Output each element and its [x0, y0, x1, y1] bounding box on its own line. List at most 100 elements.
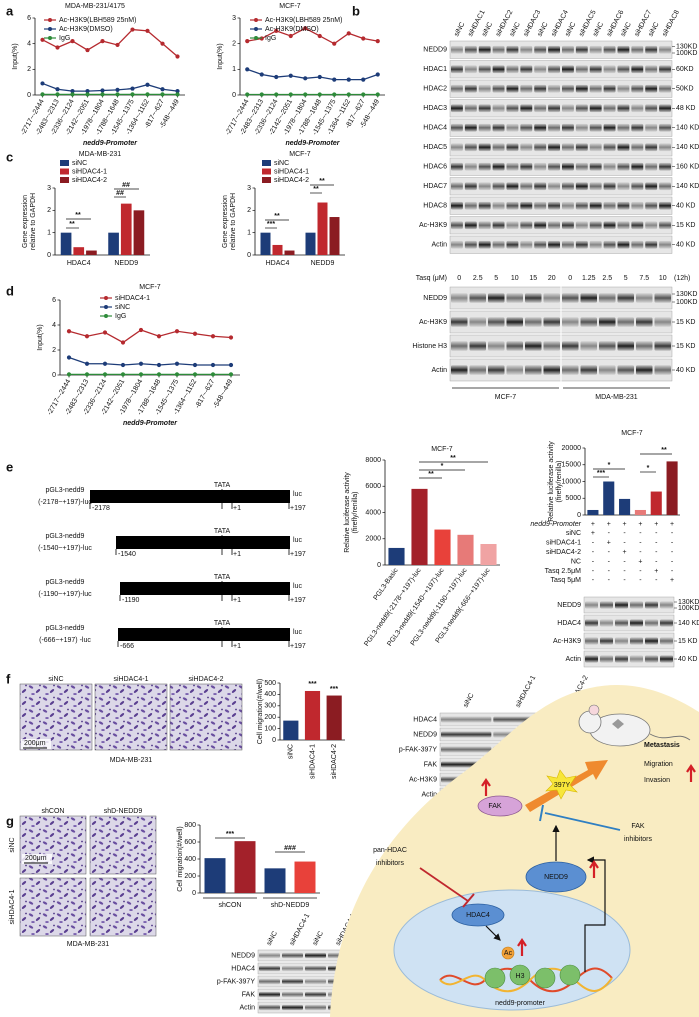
y-tick-label: 0 [247, 252, 251, 259]
blot-band [548, 45, 560, 54]
y-tick-label: 20000 [562, 445, 582, 452]
blot-band [548, 182, 560, 191]
blot-band [603, 162, 616, 171]
blot-band [631, 84, 644, 93]
data-point [156, 362, 162, 368]
bar [60, 232, 72, 255]
blot-band [478, 104, 491, 113]
condition-mark: - [592, 540, 595, 547]
blot-band [645, 84, 658, 93]
blot-band [562, 182, 574, 191]
blot-band [534, 240, 547, 249]
blot-band [520, 84, 533, 93]
size-marker: 130KD [676, 291, 697, 298]
blot-band [617, 143, 630, 152]
size-marker: 15 KD [676, 319, 695, 326]
blot-band [548, 221, 560, 230]
blot-band [506, 317, 523, 327]
bar [234, 841, 256, 893]
row-label: FAK [424, 761, 438, 768]
data-point [55, 92, 60, 97]
y-tick-label: 15000 [562, 462, 582, 469]
y-tick-label: 800 [184, 822, 196, 829]
legend-label: siHDAC4-2 [72, 177, 107, 184]
blot-band [585, 637, 598, 645]
blot-band [506, 123, 519, 132]
blot-band [585, 655, 598, 663]
blot-band [492, 65, 505, 74]
blot-band [506, 65, 519, 74]
blot-band [580, 317, 597, 327]
blot-band [506, 365, 523, 375]
fak-inhibition-bar [539, 804, 544, 822]
bar [73, 247, 85, 255]
y-tick-label: 3 [232, 15, 236, 22]
data-point [259, 72, 264, 77]
blot-band [589, 240, 602, 249]
blot-band [630, 619, 643, 627]
blot-band [562, 162, 574, 171]
blot-band [659, 45, 671, 54]
blot-band [520, 182, 533, 191]
blot-band [464, 104, 477, 113]
start-label: -666 [120, 643, 134, 650]
lane-label: 0 [568, 275, 572, 282]
x-tick-label: NEDD9 [311, 260, 335, 267]
bar [317, 202, 328, 255]
panel-label: b [352, 3, 360, 18]
row-label: HDAC5 [423, 144, 447, 151]
bar [260, 232, 271, 255]
y-axis-label: relative to GAPDH [30, 193, 37, 250]
blot-band [451, 45, 463, 54]
blot-band [488, 341, 505, 351]
blot-band [488, 293, 505, 303]
row-label: FAK [242, 991, 256, 998]
data-point [245, 92, 250, 97]
lane-label: siNC [481, 21, 494, 38]
luc-label: luc [293, 583, 302, 590]
data-point [156, 334, 162, 339]
data-point [120, 340, 126, 345]
blot-band [534, 84, 547, 93]
model-label: NEDD9 [544, 874, 568, 881]
blot-band [615, 619, 628, 627]
condition-mark: - [655, 530, 658, 537]
y-tick-label: 4 [52, 322, 56, 329]
blot-band [603, 240, 616, 249]
micrograph [89, 877, 157, 937]
condition-mark: - [623, 540, 626, 547]
blot-band [645, 65, 658, 74]
blot-band [562, 143, 574, 152]
legend-swatch [60, 168, 69, 175]
tss-label: +1 [233, 643, 241, 650]
size-marker: 140 KD [678, 620, 699, 627]
condition-mark: - [592, 558, 595, 565]
blot-band [575, 45, 588, 54]
significance: *** [597, 470, 605, 477]
y-axis-label: relative to GAPDH [230, 193, 237, 250]
bar [294, 861, 316, 893]
chart-title: MCF-7 [139, 284, 160, 291]
y-axis-label: Relative luciferase activity [344, 472, 351, 553]
blot-band [580, 341, 597, 351]
blot-band [259, 965, 280, 972]
data-point [102, 361, 108, 366]
data-point [346, 77, 351, 82]
data-point [102, 330, 108, 335]
row-label: Ac-H3K9 [419, 319, 447, 326]
row-label: p-FAK-397Y [399, 746, 437, 753]
bar [650, 491, 662, 515]
blot-band [580, 365, 597, 375]
model-label: Invasion [644, 777, 670, 784]
y-tick-label: 200 [184, 873, 196, 880]
promoter-bar [118, 628, 290, 641]
blot-band [478, 182, 491, 191]
legend-label: IgG [265, 35, 276, 42]
data-point [192, 331, 198, 336]
blot-band [492, 221, 505, 230]
blot-band [615, 637, 628, 645]
blot-band [585, 619, 598, 627]
x-axis-label: nedd9-Promoter [83, 140, 138, 147]
condition-mark: - [671, 558, 674, 565]
blot-band [548, 201, 560, 210]
